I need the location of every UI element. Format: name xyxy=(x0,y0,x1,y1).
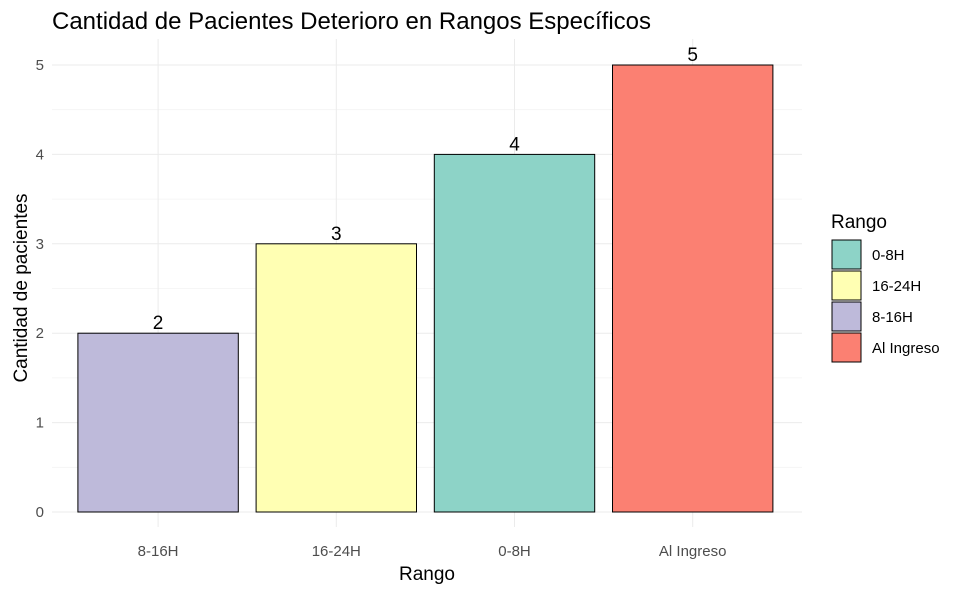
x-tick-label: 0-8H xyxy=(498,543,531,560)
data-label: 3 xyxy=(331,224,342,245)
bar xyxy=(433,153,596,513)
y-tick-label: 5 xyxy=(36,57,44,74)
x-axis-ticks: 8-16H 16-24H 0-8H Al Ingreso xyxy=(138,543,727,560)
x-tick-label: 8-16H xyxy=(138,543,179,560)
legend-key xyxy=(831,270,862,301)
chart-title: Cantidad de Pacientes Deterioro en Rango… xyxy=(52,8,651,35)
legend: Rango 0-8H 16-24H 8-16H Al Ingreso xyxy=(831,212,940,363)
legend-key xyxy=(831,301,862,332)
bar xyxy=(612,64,774,513)
x-tick-label: Al Ingreso xyxy=(659,543,727,560)
y-tick-label: 0 xyxy=(36,504,44,521)
y-tick-label: 1 xyxy=(36,415,44,432)
y-axis-ticks: 0 1 2 3 4 5 xyxy=(36,57,44,521)
legend-label: Al Ingreso xyxy=(872,340,940,357)
y-axis-title: Cantidad de pacientes xyxy=(11,193,32,382)
bar xyxy=(255,243,417,513)
legend-label: 8-16H xyxy=(872,309,913,326)
y-tick-label: 3 xyxy=(36,236,44,253)
legend-label: 16-24H xyxy=(872,278,921,295)
legend-key xyxy=(831,239,862,270)
data-label: 5 xyxy=(687,45,698,66)
data-labels: 2 3 4 5 xyxy=(153,45,698,334)
data-label: 4 xyxy=(509,134,520,155)
legend-key xyxy=(831,332,862,363)
data-label: 2 xyxy=(153,313,164,334)
bar xyxy=(77,332,239,513)
x-tick-label: 16-24H xyxy=(312,543,361,560)
legend-label: 0-8H xyxy=(872,247,905,264)
x-axis-title: Rango xyxy=(399,564,455,585)
legend-title: Rango xyxy=(831,212,887,233)
bars xyxy=(77,64,774,513)
y-tick-label: 2 xyxy=(36,325,44,342)
y-tick-label: 4 xyxy=(36,146,44,163)
legend-entries: 0-8H 16-24H 8-16H Al Ingreso xyxy=(831,239,940,363)
